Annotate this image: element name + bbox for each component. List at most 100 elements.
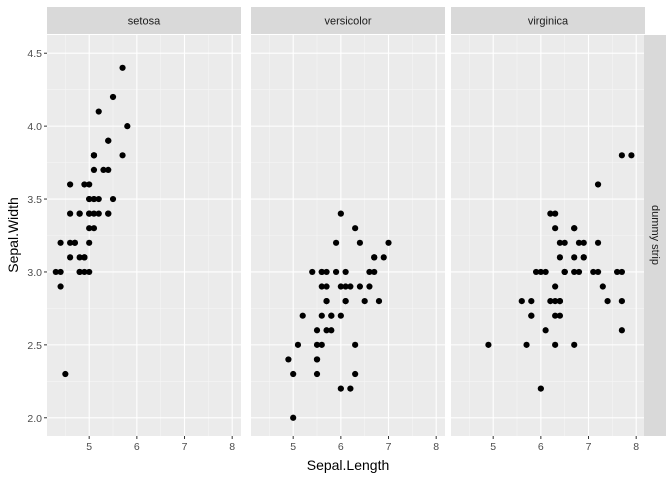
data-point [356, 239, 364, 246]
data-point [552, 312, 559, 319]
data-point [528, 298, 535, 305]
data-point [90, 225, 98, 232]
data-point [95, 108, 102, 115]
data-point [337, 283, 344, 290]
data-point [352, 370, 359, 378]
data-point [86, 181, 93, 188]
data-point [371, 268, 378, 276]
data-point [547, 210, 554, 217]
x-tick-label: 8 [229, 441, 235, 453]
x-tick-label: 5 [86, 441, 92, 453]
x-tick-label: 6 [338, 441, 344, 453]
data-point [552, 298, 559, 305]
data-point [67, 210, 74, 217]
data-point [313, 341, 321, 348]
data-point [618, 152, 625, 159]
data-point [337, 385, 344, 392]
data-point [81, 181, 88, 188]
data-point [76, 268, 83, 276]
data-point [575, 268, 583, 276]
facet-strip-label: virginica [528, 16, 569, 28]
data-point [337, 210, 344, 217]
data-point [57, 283, 64, 290]
y-tick-label: 4.5 [27, 48, 42, 60]
data-point [485, 341, 492, 348]
data-point [556, 254, 564, 261]
facet-strip-background [451, 7, 645, 34]
data-point [86, 268, 93, 276]
facet-setosa: setosa 5 6 7 8 [47, 7, 241, 453]
data-point [618, 298, 625, 305]
data-point [342, 283, 349, 290]
x-tick-label: 5 [290, 441, 296, 453]
facet-strip-background [47, 7, 241, 34]
x-tick-label: 5 [490, 441, 496, 453]
data-point [95, 195, 102, 203]
data-point [537, 268, 544, 276]
data-point [542, 327, 549, 334]
y-tick-label: 2.5 [27, 340, 42, 352]
data-point [299, 312, 306, 319]
data-point [86, 195, 93, 203]
data-point [532, 268, 540, 276]
data-point [90, 166, 98, 173]
data-point [318, 283, 325, 290]
data-point [571, 225, 578, 232]
facet-strip-label: versicolor [324, 16, 371, 28]
data-point [371, 254, 378, 261]
data-point [90, 195, 98, 203]
data-point [571, 268, 578, 276]
data-point [323, 298, 330, 305]
data-point [575, 239, 583, 246]
data-point [76, 210, 83, 217]
data-point [90, 152, 98, 159]
data-point [552, 341, 559, 348]
data-point [90, 210, 98, 217]
data-point [57, 268, 64, 276]
data-point [86, 225, 93, 232]
data-point [105, 210, 112, 217]
data-point [356, 283, 364, 290]
x-tick-label: 8 [633, 441, 639, 453]
right-strip-label: dummy strip [649, 205, 661, 265]
data-point [119, 152, 126, 159]
data-point [366, 283, 373, 290]
data-point [62, 370, 69, 378]
data-point [323, 283, 330, 290]
data-point [290, 370, 297, 378]
data-point [556, 239, 564, 246]
data-point [318, 312, 325, 319]
data-point [614, 268, 621, 276]
data-point [556, 312, 564, 319]
data-point [323, 268, 330, 276]
data-point [285, 356, 292, 363]
data-point [71, 239, 78, 246]
right-strip: dummy strip [644, 35, 666, 436]
data-point [109, 93, 117, 101]
data-point [366, 268, 373, 276]
facet-strip-label: setosa [128, 16, 161, 28]
data-point [119, 64, 126, 71]
data-point [547, 298, 554, 305]
y-tick-label: 3.5 [27, 194, 42, 206]
data-point [385, 239, 392, 246]
data-point [81, 268, 88, 276]
data-point [323, 327, 330, 334]
data-point [52, 268, 59, 276]
x-axis-title: Sepal.Length [307, 457, 390, 473]
data-point [528, 312, 535, 319]
data-point [594, 268, 602, 276]
x-tick-label: 7 [182, 441, 188, 453]
data-point [86, 239, 93, 246]
x-tick-label: 6 [538, 441, 544, 453]
x-tick-label: 7 [586, 441, 592, 453]
data-point [328, 312, 335, 319]
facet-versicolor: versicolor 5 6 7 8 [251, 7, 445, 453]
data-point [347, 283, 354, 290]
data-point [375, 298, 383, 305]
data-point [313, 370, 321, 378]
data-point [556, 298, 564, 305]
data-point [594, 239, 602, 246]
data-point [380, 254, 387, 261]
